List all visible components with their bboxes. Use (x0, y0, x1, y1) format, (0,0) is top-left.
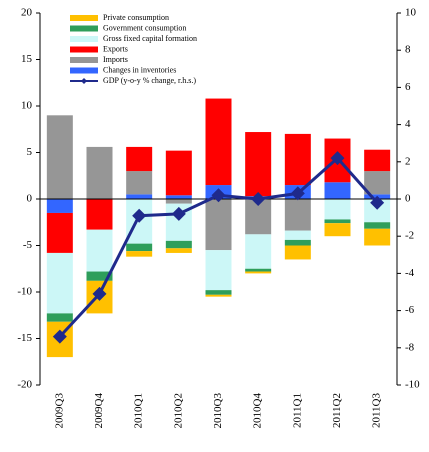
x-tick-label: 2010Q1 (133, 393, 145, 428)
y-tick-label: 15 (21, 53, 33, 65)
bar-segment (165, 150, 192, 196)
bar-segment (324, 223, 351, 237)
bar-segment (165, 199, 192, 204)
bar-segment (126, 243, 153, 252)
bar-segment (205, 98, 232, 186)
gdp-marker (211, 188, 226, 203)
y2-tick-label: -2 (405, 230, 414, 242)
legend-label: Exports (103, 44, 128, 53)
bar-segment (46, 313, 73, 322)
bar-segment (205, 290, 232, 295)
bar-segment (165, 240, 192, 249)
bar-segment (46, 252, 73, 314)
y2-tick-label: 8 (405, 44, 411, 56)
bar-segment (86, 229, 113, 272)
bar-segment (165, 195, 192, 199)
legend-label: GDP (y-o-y % change, r.h.s.) (103, 76, 196, 85)
legend-swatch (70, 46, 98, 53)
gdp-marker (290, 186, 305, 201)
y-tick-label: -15 (17, 332, 32, 344)
bar-segment (126, 146, 153, 172)
bar-segment (46, 199, 73, 213)
y-tick-label: 20 (21, 7, 33, 19)
y2-tick-label: 6 (405, 81, 411, 93)
y2-tick-label: 4 (405, 118, 411, 130)
bar-segment (46, 115, 73, 199)
bar-segment (165, 248, 192, 253)
legend-swatch (70, 57, 98, 63)
gdp-marker (330, 151, 345, 166)
x-tick-label: 2011Q1 (291, 393, 303, 428)
bar-segment (86, 199, 113, 230)
x-tick-label: 2011Q3 (371, 393, 383, 429)
legend-label: Gross fixed capital formation (103, 34, 197, 43)
bar-segment (46, 212, 73, 253)
bar-segment (324, 199, 351, 220)
bar-segment (86, 271, 113, 281)
y-tick-label: 10 (21, 100, 33, 112)
bar-segment (364, 171, 391, 195)
legend-swatch (70, 67, 98, 74)
bar-segment (284, 199, 311, 231)
bar-segment (364, 222, 391, 229)
y-tick-label: -10 (17, 286, 32, 298)
x-tick-label: 2010Q2 (172, 393, 184, 428)
legend-label: Private consumption (103, 13, 169, 22)
bar-segment (126, 171, 153, 195)
bar-segment (364, 199, 391, 223)
y2-tick-label: -10 (405, 379, 420, 391)
bar-segment (284, 230, 311, 240)
y2-tick-label: -4 (405, 267, 415, 279)
legend-label: Government consumption (103, 23, 186, 32)
y-tick-label: -5 (23, 239, 33, 251)
y-tick-label: 5 (27, 146, 33, 158)
x-tick-label: 2010Q4 (252, 393, 264, 429)
bar-segment (364, 228, 391, 246)
legend-swatch (81, 78, 87, 84)
bar-segment (324, 219, 351, 224)
bar-segment (284, 133, 311, 186)
legend-label: Imports (103, 55, 128, 64)
bar-segment (364, 149, 391, 172)
bar-segment (126, 251, 153, 257)
y2-tick-label: 0 (405, 193, 411, 205)
gdp-marker (132, 208, 147, 223)
bar-segment (324, 182, 351, 199)
y2-tick-label: 10 (405, 7, 417, 19)
gdp-marker (171, 206, 186, 221)
gdp-marker (370, 195, 385, 210)
gdp-marker (92, 286, 107, 301)
bar-segment (205, 250, 232, 291)
bar-segment (284, 245, 311, 260)
y-tick-label: 0 (27, 193, 33, 205)
y2-tick-label: 2 (405, 155, 411, 167)
gdp-marker (251, 192, 266, 206)
x-tick-label: 2009Q3 (53, 393, 65, 429)
bar-segment (126, 194, 153, 199)
bar-segment (245, 234, 272, 269)
bar-segment (205, 294, 232, 297)
bar-segment (205, 199, 232, 251)
bar-segment (245, 271, 272, 274)
legend-label: Changes in inventories (103, 65, 176, 74)
bar-segment (86, 146, 113, 199)
x-tick-label: 2011Q2 (331, 393, 343, 428)
bar-segment (245, 132, 272, 197)
gdp-marker (52, 329, 67, 344)
legend-swatch (70, 15, 98, 21)
x-tick-label: 2010Q3 (212, 393, 224, 429)
bar-segment (245, 268, 272, 272)
legend-swatch (70, 25, 98, 32)
bar-segment (284, 239, 311, 246)
y2-tick-label: -8 (405, 341, 415, 353)
x-tick-label: 2009Q4 (93, 393, 105, 429)
y2-tick-label: -6 (405, 304, 415, 316)
y-tick-label: -20 (17, 379, 32, 391)
legend-swatch (70, 36, 98, 42)
